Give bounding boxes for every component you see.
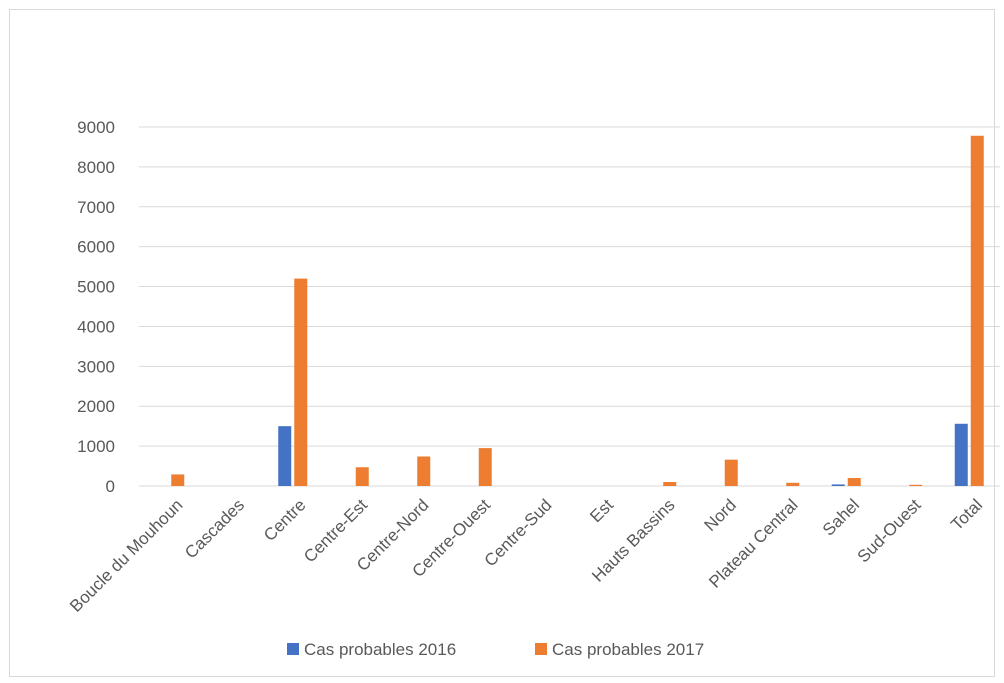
x-tick-label: Cascades xyxy=(181,495,248,562)
bar-2017 xyxy=(478,448,492,486)
y-tick-label: 7000 xyxy=(77,198,115,217)
y-tick-label: 4000 xyxy=(77,317,115,336)
y-tick-label: 8000 xyxy=(77,158,115,177)
bar-2017 xyxy=(355,467,369,486)
legend-label-2016: Cas probables 2016 xyxy=(304,640,456,659)
bar-2017 xyxy=(909,484,923,486)
x-tick-label: Sahel xyxy=(819,495,863,539)
bar-2017 xyxy=(970,135,984,486)
bar-2016 xyxy=(278,426,292,486)
bar-2017 xyxy=(663,482,677,486)
x-tick-label: Boucle du Mouhoun xyxy=(66,495,186,615)
y-tick-label: 1000 xyxy=(77,437,115,456)
legend: Cas probables 2016 Cas probables 2017 xyxy=(287,640,704,659)
bar-2016 xyxy=(831,484,845,486)
bar-2017 xyxy=(417,456,431,486)
y-tick-label: 3000 xyxy=(77,357,115,376)
y-axis: 0 1000 2000 3000 4000 5000 6000 7000 8000 9000 xyxy=(77,118,115,496)
x-tick-label: Nord xyxy=(701,495,740,534)
x-tick-label: Est xyxy=(586,495,617,526)
x-tick-label: Centre-Sud xyxy=(481,495,556,570)
bar-2016 xyxy=(954,423,968,486)
gridlines xyxy=(139,126,1000,487)
bars xyxy=(171,135,984,486)
y-tick-label: 5000 xyxy=(77,278,115,297)
x-tick-label: Centre xyxy=(260,495,310,545)
y-tick-label: 6000 xyxy=(77,238,115,257)
y-tick-label: 9000 xyxy=(77,118,115,137)
x-tick-label: Sud-Ouest xyxy=(854,495,925,566)
y-tick-label: 0 xyxy=(106,477,115,496)
bar-2017 xyxy=(294,278,308,486)
y-tick-label: 2000 xyxy=(77,397,115,416)
bar-2017 xyxy=(847,478,861,486)
legend-label-2017: Cas probables 2017 xyxy=(552,640,704,659)
x-tick-label: Total xyxy=(947,495,986,534)
legend-swatch-2017 xyxy=(535,643,547,655)
bar-2017 xyxy=(171,474,185,486)
bar-2017 xyxy=(724,459,738,486)
bar-2017 xyxy=(786,482,800,486)
chart-frame xyxy=(9,9,995,677)
legend-swatch-2016 xyxy=(287,643,299,655)
